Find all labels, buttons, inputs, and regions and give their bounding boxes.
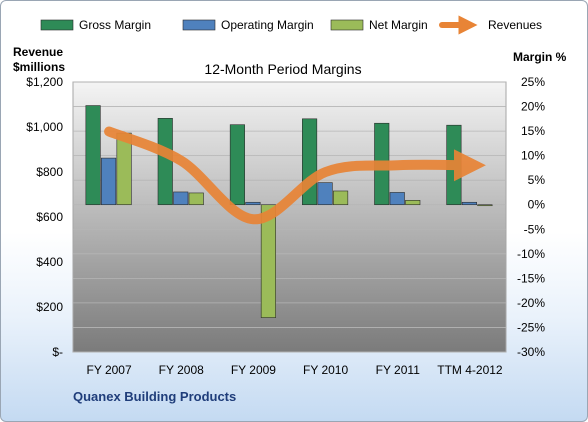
left-axis-ticks: $- $200 $400 $600 $800 $1,000 $1,200 — [26, 75, 63, 359]
right-tick-label: -25% — [517, 320, 545, 334]
right-tick-label: 20% — [521, 100, 545, 114]
chart-title: 12-Month Period Margins — [204, 61, 361, 77]
right-axis-title: Margin % — [513, 50, 567, 64]
bar-net-margin-fy-2011 — [405, 200, 421, 206]
legend-swatch-operating-margin — [182, 19, 216, 31]
bar-operating-margin-fy-2011 — [389, 192, 405, 206]
left-tick-label: $600 — [36, 210, 63, 224]
bar-operating-margin-fy-2010 — [317, 182, 333, 206]
bar-operating-margin-fy-2009 — [245, 201, 261, 206]
bar-net-margin-fy-2010 — [333, 190, 349, 206]
revenues-line — [104, 126, 486, 225]
legend-label-revenues: Revenues — [488, 18, 542, 32]
right-tick-label: -30% — [517, 345, 545, 359]
bar-gross-margin-fy-2007 — [85, 105, 101, 206]
legend-swatch-gross-margin — [40, 19, 74, 31]
plot-area — [72, 81, 507, 353]
bar-operating-margin-ttm-4-2012 — [461, 201, 477, 206]
right-tick-label: 25% — [521, 75, 545, 89]
right-tick-label: -5% — [524, 222, 546, 236]
bar-net-margin-fy-2007 — [116, 132, 132, 206]
left-axis-title-line2: $millions — [13, 60, 65, 74]
category-labels: FY 2007 FY 2008 FY 2009 FY 2010 FY 2011 TTM 4… — [87, 363, 503, 377]
bar-operating-margin-fy-2008 — [173, 191, 189, 206]
bar-net-margin-fy-2008 — [188, 192, 204, 206]
left-tick-label: $400 — [36, 255, 63, 269]
category-label: TTM 4-2012 — [437, 363, 503, 377]
bars — [85, 105, 493, 318]
left-tick-label: $- — [52, 345, 63, 359]
gridlines — [73, 81, 506, 353]
bar-net-margin-fy-2009 — [260, 204, 276, 318]
left-tick-label: $1,200 — [26, 75, 63, 89]
left-tick-label: $200 — [36, 300, 63, 314]
category-label: FY 2011 — [376, 363, 421, 377]
right-tick-label: -20% — [517, 296, 545, 310]
right-tick-label: 5% — [528, 173, 546, 187]
revenue-line-group — [104, 126, 486, 225]
legend-label-operating-margin: Operating Margin — [221, 18, 314, 32]
right-tick-label: 10% — [521, 149, 545, 163]
right-tick-label: -15% — [517, 271, 545, 285]
company-name: Quanex Building Products — [73, 389, 237, 404]
bar-net-margin-ttm-4-2012 — [477, 204, 493, 207]
right-tick-label: -10% — [517, 247, 545, 261]
bar-gross-margin-fy-2008 — [157, 118, 173, 206]
legend-swatch-net-margin — [330, 19, 364, 31]
legend-label-gross-margin: Gross Margin — [79, 18, 151, 32]
left-tick-label: $800 — [36, 165, 63, 179]
category-label: FY 2008 — [159, 363, 204, 377]
category-label: FY 2009 — [231, 363, 276, 377]
bar-operating-margin-fy-2007 — [101, 157, 117, 206]
left-tick-label: $1,000 — [26, 120, 63, 134]
right-tick-label: 15% — [521, 124, 545, 138]
legend-label-net-margin: Net Margin — [369, 18, 428, 32]
right-tick-label: 0% — [528, 198, 546, 212]
category-label: FY 2007 — [87, 363, 132, 377]
left-axis-title-line1: Revenue — [13, 45, 63, 59]
legend: Gross Margin Operating Margin Net Margin Re… — [40, 15, 542, 35]
category-label: FY 2010 — [303, 363, 348, 377]
right-axis-ticks: -30% -25% -20% -15% -10% -5% 0% 5% 10% 15% 20% 25% — [517, 75, 545, 359]
bar-gross-margin-fy-2009 — [229, 124, 245, 206]
